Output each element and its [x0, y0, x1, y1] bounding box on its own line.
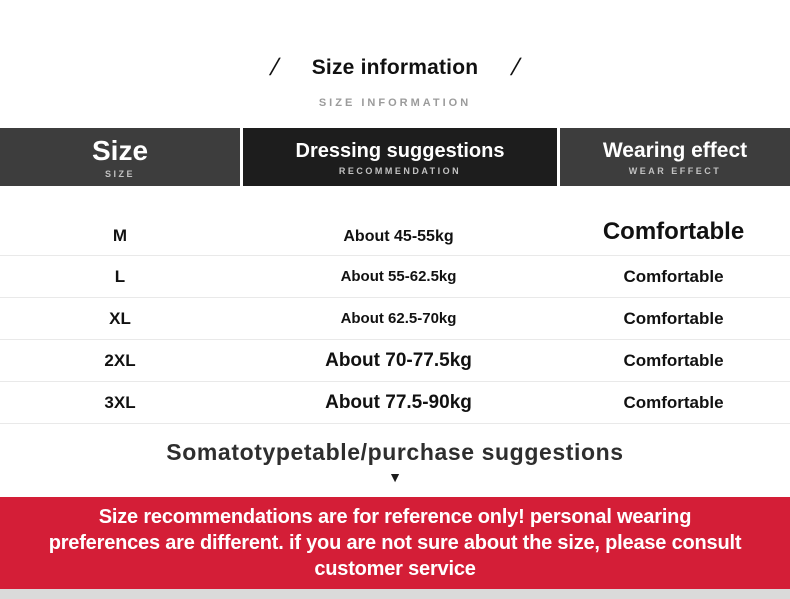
- column-header-size: Size SIZE: [0, 128, 240, 186]
- table-row: XL About 62.5-70kg Comfortable: [0, 298, 790, 340]
- column-sublabel-wearing-effect: WEAR EFFECT: [628, 165, 722, 176]
- bottom-strip: [0, 589, 790, 599]
- title-slash-left-icon: /: [269, 54, 280, 81]
- table-row: 2XL About 70-77.5kg Comfortable: [0, 340, 790, 382]
- table-body: M About 45-55kg Comfortable L About 55-6…: [0, 186, 790, 424]
- size-value: L: [114, 266, 126, 286]
- triangle-down-icon: ▼: [388, 469, 402, 485]
- page-subtitle: SIZE INFORMATION: [318, 97, 472, 109]
- suggestion-value: About 62.5-70kg: [340, 310, 457, 327]
- page-title-text: Size information: [311, 56, 479, 79]
- column-sublabel-dressing-suggestions: RECOMMENDATION: [338, 165, 462, 176]
- suggestion-value: About 77.5-90kg: [325, 391, 472, 413]
- table-row: 3XL About 77.5-90kg Comfortable: [0, 382, 790, 424]
- header-divider: [557, 128, 560, 186]
- column-header-wearing-effect: Wearing effect WEAR EFFECT: [560, 128, 790, 186]
- effect-value: Comfortable: [602, 218, 745, 245]
- title-slash-right-icon: /: [510, 54, 521, 81]
- size-value: 2XL: [104, 350, 136, 370]
- table-row: L About 55-62.5kg Comfortable: [0, 256, 790, 298]
- table-row: M About 45-55kg Comfortable: [0, 186, 790, 256]
- effect-value: Comfortable: [623, 350, 724, 370]
- size-notice-banner: Size recommendations are for reference o…: [0, 497, 790, 589]
- size-notice-text: Size recommendations are for reference o…: [48, 506, 742, 580]
- column-label-dressing-suggestions: Dressing suggestions: [295, 139, 505, 162]
- size-value: 3XL: [104, 392, 136, 412]
- size-value: XL: [109, 308, 131, 328]
- header-divider: [240, 128, 243, 186]
- table-header: Size SIZE Dressing suggestions RECOMMEND…: [0, 128, 790, 186]
- size-value: M: [112, 226, 128, 245]
- column-header-dressing-suggestions: Dressing suggestions RECOMMENDATION: [243, 128, 557, 186]
- suggestion-value: About 45-55kg: [343, 228, 454, 245]
- effect-value: Comfortable: [623, 308, 724, 328]
- page-title: / Size information /: [0, 0, 790, 82]
- effect-value: Comfortable: [623, 392, 724, 412]
- purchase-suggestions-heading: Somatotypetable/purchase suggestions: [166, 439, 624, 465]
- column-sublabel-size: SIZE: [104, 168, 135, 179]
- column-label-wearing-effect: Wearing effect: [602, 138, 748, 162]
- effect-value: Comfortable: [623, 266, 724, 286]
- column-label-size: Size: [91, 134, 149, 166]
- suggestion-value: About 70-77.5kg: [325, 349, 472, 371]
- suggestion-value: About 55-62.5kg: [340, 268, 457, 285]
